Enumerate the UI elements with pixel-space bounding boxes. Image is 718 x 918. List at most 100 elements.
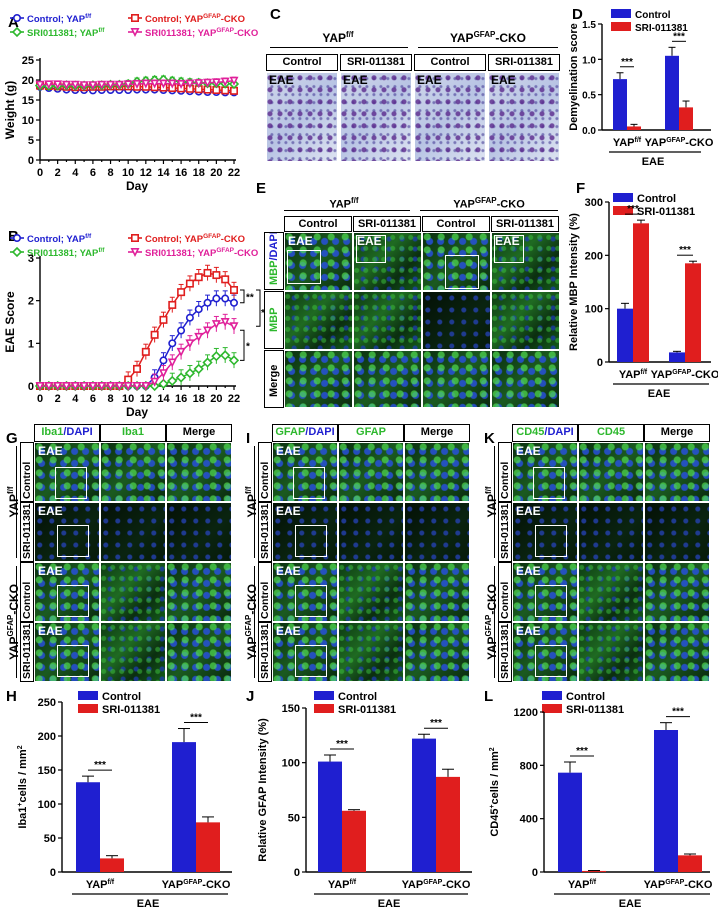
data-point: [230, 286, 239, 295]
x-tick-label: 16: [175, 393, 187, 405]
data-point: [106, 382, 116, 391]
sig-label: ***: [576, 746, 588, 757]
data-point: [176, 347, 186, 357]
data-point: [97, 80, 107, 90]
data-point: [220, 318, 230, 327]
x-tick-label: 16: [175, 167, 187, 179]
grid-image: EAE: [272, 562, 338, 622]
data-point: [114, 80, 124, 90]
data-point: [185, 279, 194, 288]
panel-e-col-4: SRI-011381: [491, 216, 559, 232]
data-point: [176, 80, 186, 89]
sig-bracket: [256, 289, 261, 327]
grid-image: EAE: [512, 622, 578, 682]
data-point: [132, 382, 142, 391]
grid-column-header: GFAP: [338, 424, 404, 442]
data-point: [167, 358, 177, 368]
data-point: [185, 339, 195, 349]
legend-label: Control; YAPGFAP-CKO: [145, 233, 245, 245]
x-tick-label: 18: [193, 393, 205, 405]
y-axis-label: CD45+cells / mm2: [489, 747, 501, 836]
legend-label: SRI-011381: [338, 704, 396, 716]
y-tick-label: 1: [28, 338, 34, 350]
grid-image: [404, 622, 470, 682]
grid-image: [644, 622, 710, 682]
data-point: [61, 80, 71, 90]
group-label: EAE: [648, 388, 671, 400]
grid-column-header: Merge: [644, 424, 710, 442]
panel-e-group-cko: YAPGFAP-CKO: [453, 196, 525, 211]
legend-label: SRI-011381: [635, 23, 688, 34]
data-point: [193, 363, 204, 375]
x-tick-label: 20: [210, 393, 222, 405]
category-label: YAPf/f: [86, 879, 115, 891]
grid-row-label: SRI-011381: [258, 622, 272, 682]
y-axis-label: Relative MBP Intensity (%): [568, 213, 580, 351]
data-point: [133, 364, 142, 373]
data-point: [61, 382, 71, 391]
data-point: [203, 298, 212, 307]
grid-image: [644, 502, 710, 562]
group-label: EAE: [619, 898, 642, 910]
grid-row-label: SRI-011381: [20, 502, 34, 562]
x-tick-label: 6: [90, 393, 96, 405]
grid-image: [100, 562, 166, 622]
panel-c-group-yapff: YAPf/f: [322, 30, 354, 45]
y-axis-label: Iba1+cells / mm2: [17, 745, 29, 828]
data-point: [212, 271, 221, 280]
data-point: [194, 305, 203, 314]
data-point: [123, 80, 133, 90]
y-tick-label: 400: [520, 814, 538, 826]
bar: [685, 263, 701, 362]
panel-e-mbp-grid: YAPf/f YAPGFAP-CKO Control SRI-011381 Co…: [264, 196, 562, 408]
data-point: [158, 378, 169, 389]
legend-marker: [11, 26, 23, 38]
bar: [678, 855, 702, 872]
grid-image: [578, 502, 644, 562]
legend-label: Control; YAPf/f: [27, 13, 92, 25]
grid-group-bracket: [494, 566, 495, 678]
panel-letter-i: I: [246, 430, 251, 447]
data-point: [203, 78, 213, 88]
grid-group-bracket: [494, 446, 495, 558]
data-point: [70, 382, 80, 391]
bar: [669, 352, 685, 362]
y-tick-label: 50: [44, 833, 56, 845]
bar: [654, 730, 678, 872]
grid-image: [404, 562, 470, 622]
data-point: [168, 339, 177, 348]
bar: [172, 742, 196, 872]
grid-image: [100, 502, 166, 562]
grid-image: [100, 622, 166, 682]
bar: [100, 858, 124, 872]
panel-letter-a: A: [8, 14, 19, 31]
panel-c-micrographs: YAPf/f YAPGFAP-CKO Control SRI-011381 Co…: [264, 30, 562, 162]
y-tick-label: 3: [28, 253, 34, 265]
bar: [582, 870, 606, 872]
y-tick-label: 0: [597, 357, 603, 369]
category-label: YAPGFAP-CKO: [645, 137, 714, 149]
sig-label: ***: [336, 739, 348, 750]
x-tick-label: 4: [72, 393, 79, 405]
sig-label: ***: [190, 713, 202, 724]
legend-label: SRI011381; YAPGFAP-CKO: [145, 27, 258, 39]
bar: [76, 782, 100, 872]
grid-row-label: Control: [20, 442, 34, 502]
data-point: [203, 326, 213, 336]
data-point: [211, 351, 222, 362]
grid-group-bracket: [254, 446, 255, 558]
data-point: [229, 76, 239, 86]
panel-letter-j: J: [246, 688, 255, 705]
grid-row-label: SRI-011381: [498, 622, 512, 682]
grid-image: EAE: [34, 622, 100, 682]
grid-row-label: Control: [258, 442, 272, 502]
category-label: YAPGFAP-CKO: [651, 369, 718, 381]
legend-label: SRI-011381: [637, 206, 695, 218]
legend-label: SRI011381; YAPf/f: [27, 247, 105, 259]
x-tick-label: 22: [228, 167, 240, 179]
grid-image: EAE: [512, 442, 578, 502]
x-axis-label: Day: [126, 405, 148, 419]
legend-label: Control: [637, 193, 676, 205]
panel-k-cd45-grid: CD45/DAPI CD45 Merge Control EAE SRI-011381 EA…: [484, 422, 716, 684]
y-axis-label: Relative GFAP Intensity (%): [257, 718, 269, 862]
